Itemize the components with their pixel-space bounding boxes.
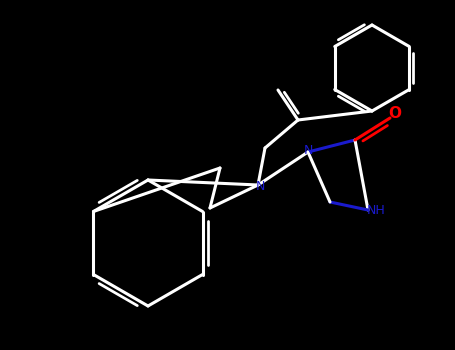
Text: N: N (303, 144, 313, 156)
Text: N: N (255, 181, 265, 194)
Text: NH: NH (367, 203, 385, 217)
Text: O: O (389, 106, 401, 121)
